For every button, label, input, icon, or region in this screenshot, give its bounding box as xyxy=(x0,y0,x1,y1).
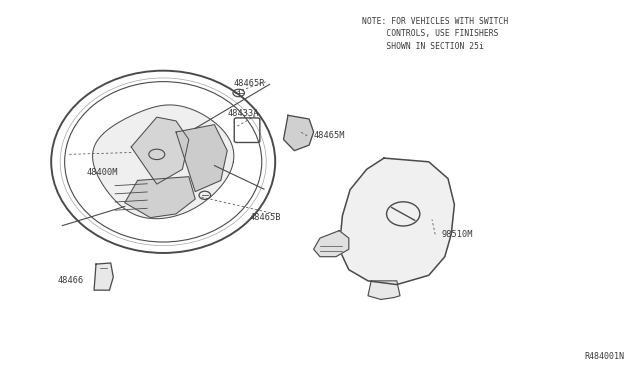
Text: 48466: 48466 xyxy=(58,276,84,285)
Polygon shape xyxy=(176,125,227,192)
Polygon shape xyxy=(284,115,314,151)
Text: 48433A: 48433A xyxy=(227,109,259,118)
Polygon shape xyxy=(94,263,113,290)
Text: NOTE: FOR VEHICLES WITH SWITCH
     CONTROLS, USE FINISHERS
     SHOWN IN SECTIO: NOTE: FOR VEHICLES WITH SWITCH CONTROLS,… xyxy=(362,17,508,51)
Text: 48465B: 48465B xyxy=(250,213,281,222)
Text: 48465M: 48465M xyxy=(314,131,345,140)
Text: R484001N: R484001N xyxy=(584,352,624,361)
Text: 48400M: 48400M xyxy=(86,169,118,177)
Text: 98510M: 98510M xyxy=(442,230,473,239)
Polygon shape xyxy=(339,158,454,285)
Polygon shape xyxy=(125,177,195,218)
Polygon shape xyxy=(314,231,349,257)
Polygon shape xyxy=(131,117,189,184)
Text: 48465R: 48465R xyxy=(234,79,265,88)
Polygon shape xyxy=(368,281,400,299)
Polygon shape xyxy=(93,105,234,219)
